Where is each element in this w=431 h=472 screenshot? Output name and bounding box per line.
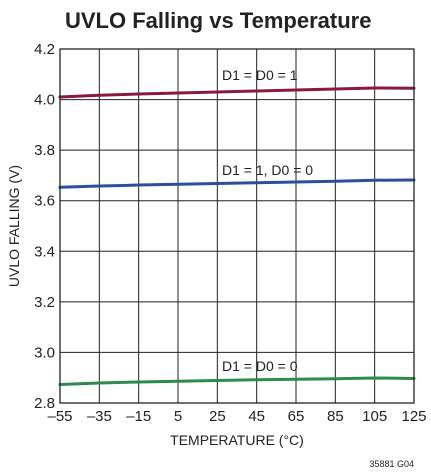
annotation-d1-1-d0-0: D1 = 1, D0 = 0 <box>222 162 313 178</box>
y-tick-label: 3.0 <box>34 344 55 361</box>
x-tick-label: 125 <box>401 408 426 425</box>
series-line-2 <box>58 376 416 387</box>
chart-title: UVLO Falling vs Temperature <box>65 8 371 33</box>
grid <box>59 48 415 404</box>
y-tick-label: 3.2 <box>34 294 55 311</box>
y-tick-label: 3.6 <box>34 193 55 210</box>
x-tick-label: 45 <box>248 408 265 425</box>
y-axis-label: UVLO FALLING (V) <box>6 165 22 287</box>
y-tick-labels: 2.8 3.0 3.2 3.4 3.6 3.8 4.0 4.2 <box>34 41 55 412</box>
y-tick-label: 3.8 <box>34 142 55 159</box>
x-tick-label: –35 <box>87 408 112 425</box>
annotation-d1-d0-0: D1 = D0 = 0 <box>222 358 298 374</box>
x-tick-labels: –55 –35 –15 5 25 45 65 85 105 125 <box>47 408 426 425</box>
y-tick-label: 4.0 <box>34 92 55 109</box>
annotation-d1-d0-1: D1 = D0 = 1 <box>222 67 298 83</box>
x-axis-label: TEMPERATURE (°C) <box>170 432 304 448</box>
series-lines <box>58 86 416 387</box>
series-line-0 <box>58 86 416 99</box>
figure-id: 35881 G04 <box>369 459 414 469</box>
y-tick-label: 2.8 <box>34 395 55 412</box>
y-tick-label: 4.2 <box>34 41 55 58</box>
x-tick-label: 25 <box>209 408 226 425</box>
plot-frame <box>59 48 415 404</box>
x-tick-label: –15 <box>126 408 151 425</box>
x-tick-label: 105 <box>362 408 387 425</box>
x-tick-label: 65 <box>288 408 305 425</box>
y-tick-label: 3.4 <box>34 243 55 260</box>
series-line-1 <box>58 178 416 189</box>
x-tick-label: 5 <box>174 408 182 425</box>
x-tick-label: 85 <box>327 408 344 425</box>
x-tick-label: –55 <box>47 408 72 425</box>
